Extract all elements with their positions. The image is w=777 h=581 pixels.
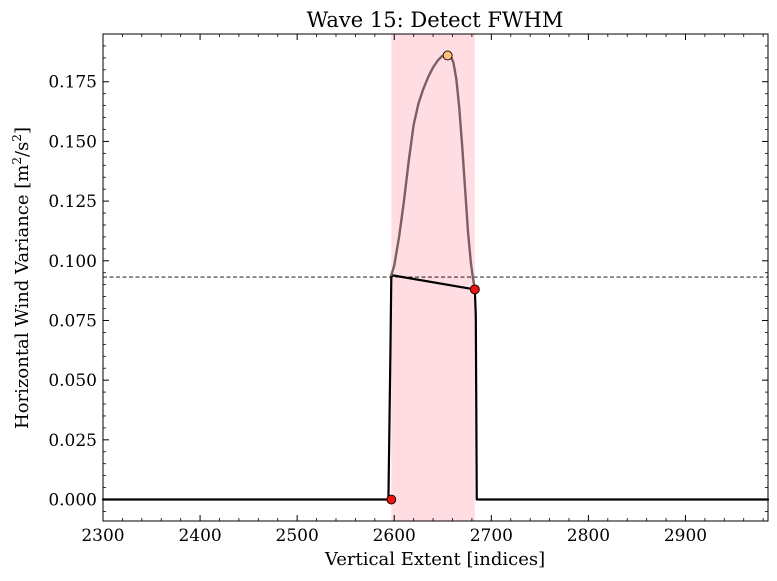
tick-layer (102, 33, 768, 521)
y-tick-label: 0.100 (48, 252, 97, 272)
plot-frame (102, 33, 769, 522)
y-tick-label: 0.125 (48, 192, 97, 212)
y-axis-label-superscript: 2 (10, 134, 24, 142)
y-axis-label-part: ] (12, 127, 33, 134)
data-point-marker-3 (442, 50, 453, 61)
x-axis-label: Vertical Extent [indices] (324, 549, 545, 570)
y-tick-label: 0.075 (48, 311, 97, 331)
x-tick-label: 2900 (664, 526, 707, 546)
x-tick-label: 2700 (470, 526, 513, 546)
x-tick-label: 2400 (178, 526, 221, 546)
y-tick-label: 0.025 (48, 431, 97, 451)
tick-label-layer: 2300 2400 2500 2600 2700 2800 2900 0.000 0.025 0.… (48, 73, 707, 546)
y-axis-label-superscript: 2 (10, 157, 24, 165)
x-tick-label: 2800 (567, 526, 610, 546)
data-point-marker-2 (469, 284, 480, 295)
chart-title: Wave 15: Detect FWHM (307, 8, 564, 32)
x-tick-label: 2600 (373, 526, 416, 546)
data-point-marker-1 (386, 494, 397, 505)
y-tick-label: 0.150 (48, 132, 97, 152)
x-tick-label: 2500 (276, 526, 319, 546)
y-axis-label-part: Horizontal Wind Variance [ (12, 182, 33, 429)
y-tick-label: 0.000 (48, 491, 97, 511)
y-axis-label-part: m (12, 165, 33, 182)
y-axis-label-part: /s (12, 142, 33, 157)
y-axis-label: Horizontal Wind Variance [m2/s2] (10, 127, 33, 429)
y-tick-label: 0.050 (48, 371, 97, 391)
x-tick-label: 2300 (81, 526, 124, 546)
marker-layer (386, 50, 480, 505)
y-tick-label: 0.175 (48, 73, 97, 93)
